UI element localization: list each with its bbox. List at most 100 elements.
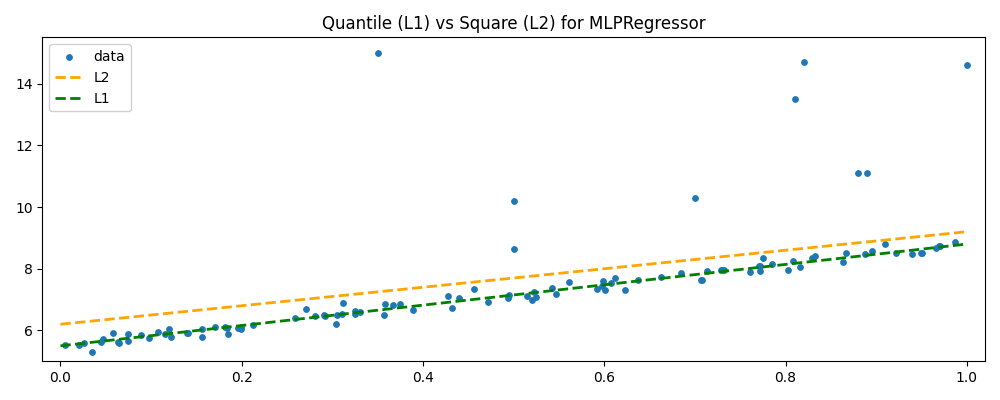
data	[370, 50, 386, 56]
data	[526, 289, 542, 296]
data	[57, 342, 73, 348]
data	[687, 194, 703, 201]
data	[835, 258, 851, 265]
data	[161, 326, 177, 332]
data	[111, 340, 127, 346]
data	[764, 260, 780, 267]
data	[219, 325, 235, 332]
data	[76, 340, 92, 346]
data	[110, 338, 126, 345]
data	[335, 300, 351, 306]
data	[71, 342, 87, 348]
data	[440, 293, 456, 299]
data	[787, 96, 803, 102]
data	[133, 332, 149, 338]
data	[180, 330, 196, 336]
data	[716, 266, 732, 273]
data	[329, 312, 345, 318]
data	[105, 330, 121, 336]
data	[785, 257, 801, 264]
data	[928, 245, 944, 251]
data	[233, 326, 249, 332]
data	[932, 243, 948, 249]
Legend: data, L2, L1: data, L2, L1	[49, 44, 131, 111]
data	[589, 286, 605, 292]
data	[857, 250, 873, 257]
data	[947, 238, 963, 245]
data	[347, 310, 363, 317]
data	[480, 299, 496, 306]
data	[120, 331, 136, 337]
data	[298, 306, 314, 313]
data	[157, 330, 173, 337]
data	[630, 277, 646, 283]
data	[544, 285, 560, 292]
data	[838, 250, 854, 256]
data	[594, 283, 610, 290]
data	[714, 267, 730, 274]
data	[595, 278, 611, 284]
data	[220, 330, 236, 337]
data	[752, 267, 768, 274]
data	[931, 242, 947, 249]
data	[519, 293, 535, 299]
data	[617, 287, 633, 293]
data	[597, 287, 613, 294]
data	[752, 263, 768, 269]
data	[347, 308, 363, 314]
data	[792, 264, 808, 270]
data	[233, 324, 249, 330]
data	[163, 334, 179, 340]
data	[84, 348, 100, 355]
data	[287, 314, 303, 321]
data	[804, 255, 820, 261]
data	[334, 311, 350, 317]
data	[93, 339, 109, 346]
data	[607, 274, 623, 281]
data	[179, 330, 195, 336]
data	[317, 313, 333, 320]
data	[864, 248, 880, 254]
data	[751, 263, 767, 270]
data	[328, 320, 344, 327]
data	[959, 62, 975, 68]
data	[807, 252, 823, 259]
data	[217, 324, 233, 330]
data	[500, 295, 516, 301]
data	[859, 170, 875, 176]
data	[528, 294, 544, 300]
data	[405, 307, 421, 314]
data	[307, 313, 323, 320]
data	[230, 325, 246, 331]
data	[694, 277, 710, 283]
data	[316, 312, 332, 318]
data	[796, 59, 812, 65]
data	[914, 250, 930, 256]
data	[95, 336, 111, 343]
data	[693, 276, 709, 283]
data	[377, 301, 393, 307]
data	[245, 322, 261, 328]
data	[850, 170, 866, 176]
data	[444, 305, 460, 312]
data	[524, 297, 540, 303]
data	[352, 309, 368, 316]
data	[603, 280, 619, 286]
Title: Quantile (L1) vs Square (L2) for MLPRegressor: Quantile (L1) vs Square (L2) for MLPRegr…	[322, 15, 705, 33]
data	[548, 291, 564, 298]
data	[466, 286, 482, 292]
data	[755, 255, 771, 262]
data	[904, 250, 920, 257]
data	[506, 198, 522, 204]
data	[506, 246, 522, 252]
data	[742, 268, 758, 275]
data	[877, 241, 893, 248]
data	[194, 334, 210, 340]
data	[699, 268, 715, 274]
data	[713, 267, 729, 274]
data	[141, 335, 157, 342]
data	[501, 292, 517, 298]
data	[913, 250, 929, 256]
data	[376, 312, 392, 318]
data	[207, 324, 223, 330]
